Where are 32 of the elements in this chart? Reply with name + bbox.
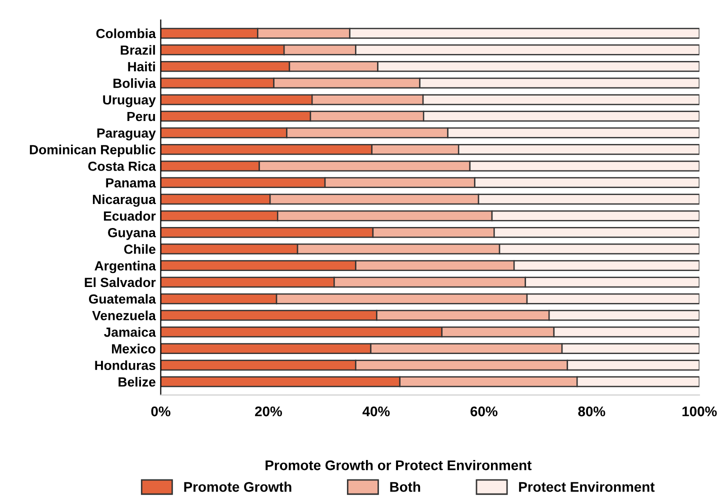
x-tick-label: 20%: [255, 406, 282, 416]
legend-label: Protect Environment: [519, 482, 655, 492]
y-tick-label: Argentina: [94, 260, 156, 274]
y-tick-label: Belize: [118, 376, 156, 387]
x-tick-label: 80%: [578, 406, 606, 416]
y-tick-label: Costa Rica: [88, 161, 156, 171]
y-tick-label: Paraguay: [97, 128, 156, 140]
y-tick-label: Ecuador: [104, 211, 156, 221]
y-tick-label: Colombia: [96, 28, 156, 38]
legend-title: Promote Growth or Protect Environment: [266, 460, 532, 470]
x-tick-label: 40%: [362, 406, 390, 416]
y-tick-label: Dominican Republic: [30, 144, 156, 157]
y-tick-label: Guatemala: [88, 294, 156, 304]
y-tick-label: Panama: [106, 178, 156, 188]
y-tick-label: Brazil: [120, 45, 155, 55]
x-tick-label: 60%: [470, 406, 498, 416]
y-tick-label: El Salvador: [84, 277, 156, 288]
legend-label: Both: [390, 482, 420, 492]
y-tick-label: Guyana: [108, 228, 156, 240]
y-tick-label: Haiti: [128, 62, 155, 72]
y-tick-label: Venezuela: [92, 310, 156, 320]
y-tick-label: Uruguay: [103, 95, 156, 108]
y-tick-label: Honduras: [95, 360, 156, 370]
y-tick-label: Chile: [124, 244, 156, 254]
y-tick-label: Nicaragua: [92, 194, 156, 207]
legend-label: Promote Growth: [184, 482, 292, 492]
x-tick-label: 0%: [151, 406, 170, 416]
y-tick-label: Peru: [127, 112, 155, 122]
y-tick-label: Bolivia: [113, 78, 156, 88]
y-tick-label: Mexico: [112, 344, 156, 354]
x-tick-label: 100%: [682, 406, 717, 416]
y-tick-label: Jamaica: [104, 327, 156, 337]
